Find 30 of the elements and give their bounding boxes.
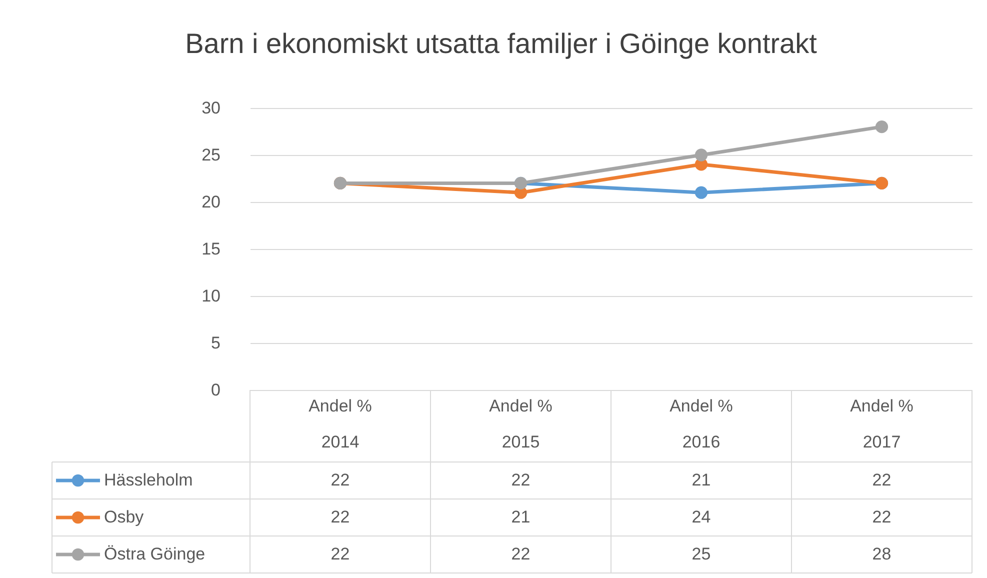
data-label: 25 (692, 544, 711, 564)
legend-label: Östra Göinge (104, 544, 206, 564)
data-label: 22 (511, 470, 530, 490)
chart-title: Barn i ekonomiskt utsatta familjer i Göinge kontrakt (185, 28, 818, 59)
x-tick-label: Andel % 2014 (308, 396, 372, 452)
data-label: 22 (872, 470, 892, 490)
data-label: 21 (692, 470, 711, 490)
x-tick-label: Andel % 2015 (489, 396, 552, 452)
x-tick-label: Andel % 2016 (670, 396, 733, 452)
y-tick-label: 5 (211, 334, 220, 352)
legend-label: Hässleholm (104, 470, 193, 490)
data-label: 22 (330, 508, 350, 526)
data-label: 22 (330, 470, 350, 490)
y-tick-label: 20 (202, 192, 220, 212)
x-tick-label: Andel % 2017 (850, 396, 914, 452)
data-label: 22 (872, 508, 892, 526)
data-label: 28 (872, 544, 892, 564)
y-tick-label: 15 (202, 240, 220, 258)
y-tick-label: 25 (202, 146, 220, 164)
y-tick-label: 30 (202, 98, 220, 118)
data-label: 22 (330, 544, 350, 564)
point (875, 120, 888, 134)
y-tick-label: 0 (211, 380, 220, 400)
point (694, 148, 708, 162)
legend-label: Osby (104, 508, 144, 526)
data-label: 22 (511, 544, 530, 564)
point (694, 186, 708, 199)
data-label: 21 (511, 508, 530, 526)
y-tick-label: 10 (202, 286, 220, 306)
data-label: 24 (692, 508, 711, 526)
